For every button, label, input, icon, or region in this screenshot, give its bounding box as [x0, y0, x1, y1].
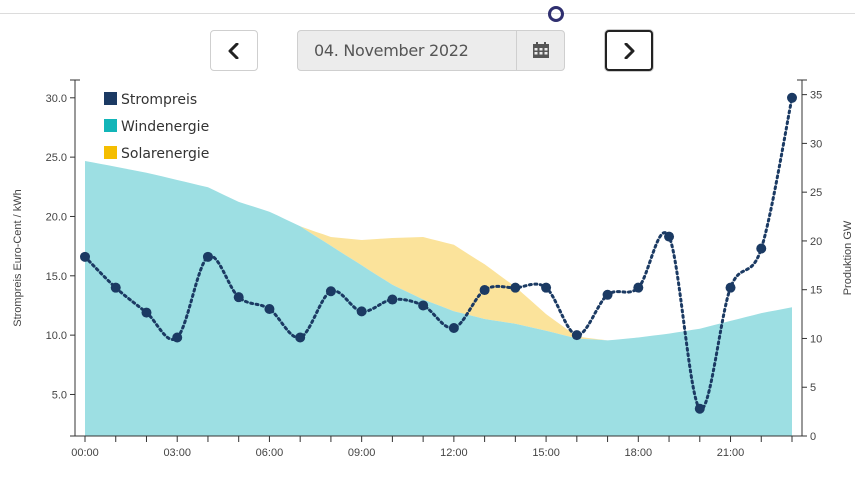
- x-tick-label: 09:00: [348, 447, 376, 459]
- solarenergie-area: [85, 161, 792, 341]
- right-y-tick-label: 30: [810, 138, 822, 150]
- strompreis-point: [787, 92, 797, 103]
- strompreis-point: [448, 323, 459, 334]
- date-divider: [516, 31, 517, 70]
- strompreis-point: [172, 332, 183, 343]
- calendar-icon[interactable]: [532, 42, 550, 59]
- strompreis-point: [325, 286, 336, 297]
- strompreis-point: [80, 251, 90, 262]
- left-y-tick-label: 5.0: [52, 389, 67, 401]
- strompreis-point: [387, 294, 398, 305]
- strompreis-point: [110, 282, 121, 293]
- strompreis-point: [694, 403, 705, 414]
- right-y-tick-label: 10: [810, 333, 822, 345]
- strompreis-point: [202, 251, 213, 262]
- right-axis-title: Produktion GW: [842, 220, 854, 295]
- x-tick-label: 00:00: [71, 447, 99, 459]
- strompreis-point: [356, 306, 367, 317]
- strompreis-point: [756, 243, 767, 254]
- x-tick-label: 06:00: [256, 447, 284, 459]
- right-y-tick-label: 25: [810, 187, 822, 199]
- date-picker[interactable]: 04. November 2022: [297, 30, 565, 71]
- windenergie-area: [85, 161, 792, 436]
- right-y-tick-label: 15: [810, 285, 822, 297]
- left-axis-title: Strompreis Euro-Cent / kWh: [12, 189, 24, 327]
- legend-label: Windenergie: [121, 119, 209, 135]
- right-y-tick-label: 20: [810, 236, 822, 248]
- right-y-tick-label: 5: [810, 382, 816, 394]
- x-tick-label: 18:00: [625, 447, 653, 459]
- chevron-left-icon: [228, 42, 239, 59]
- left-y-tick-label: 25.0: [46, 152, 67, 164]
- previous-day-button[interactable]: [210, 30, 258, 71]
- next-day-button[interactable]: [605, 30, 653, 71]
- strompreis-point: [295, 332, 306, 343]
- x-tick-label: 21:00: [717, 447, 745, 459]
- legend-swatch: [104, 146, 117, 159]
- header-logo-icon: [548, 6, 564, 22]
- strompreis-point: [541, 282, 552, 293]
- strompreis-point: [418, 300, 429, 311]
- right-y-tick-label: 35: [810, 90, 822, 102]
- strompreis-point: [510, 282, 521, 293]
- strompreis-point: [602, 289, 613, 300]
- strompreis-point: [571, 330, 582, 341]
- legend-swatch: [104, 119, 117, 132]
- x-tick-label: 15:00: [532, 447, 560, 459]
- left-y-tick-label: 30.0: [46, 93, 67, 105]
- left-y-tick-label: 10.0: [46, 330, 67, 342]
- x-tick-label: 12:00: [440, 447, 468, 459]
- left-y-tick-label: 15.0: [46, 271, 67, 283]
- legend-swatch: [104, 92, 117, 105]
- strompreis-point: [233, 292, 244, 303]
- strompreis-point: [141, 307, 152, 318]
- chevron-right-icon: [624, 42, 635, 59]
- strompreis-point: [725, 282, 736, 293]
- strompreis-point: [479, 285, 490, 296]
- strompreis-point: [633, 282, 644, 293]
- legend-label: Strompreis: [121, 92, 197, 108]
- left-y-tick-label: 20.0: [46, 211, 67, 223]
- right-y-tick-label: 0: [810, 431, 816, 443]
- strompreis-point: [264, 304, 275, 315]
- date-input[interactable]: 04. November 2022: [314, 41, 469, 60]
- header-divider: [0, 6, 855, 22]
- legend-label: Solarenergie: [121, 146, 209, 162]
- strompreis-point: [664, 231, 675, 242]
- x-tick-label: 03:00: [163, 447, 191, 459]
